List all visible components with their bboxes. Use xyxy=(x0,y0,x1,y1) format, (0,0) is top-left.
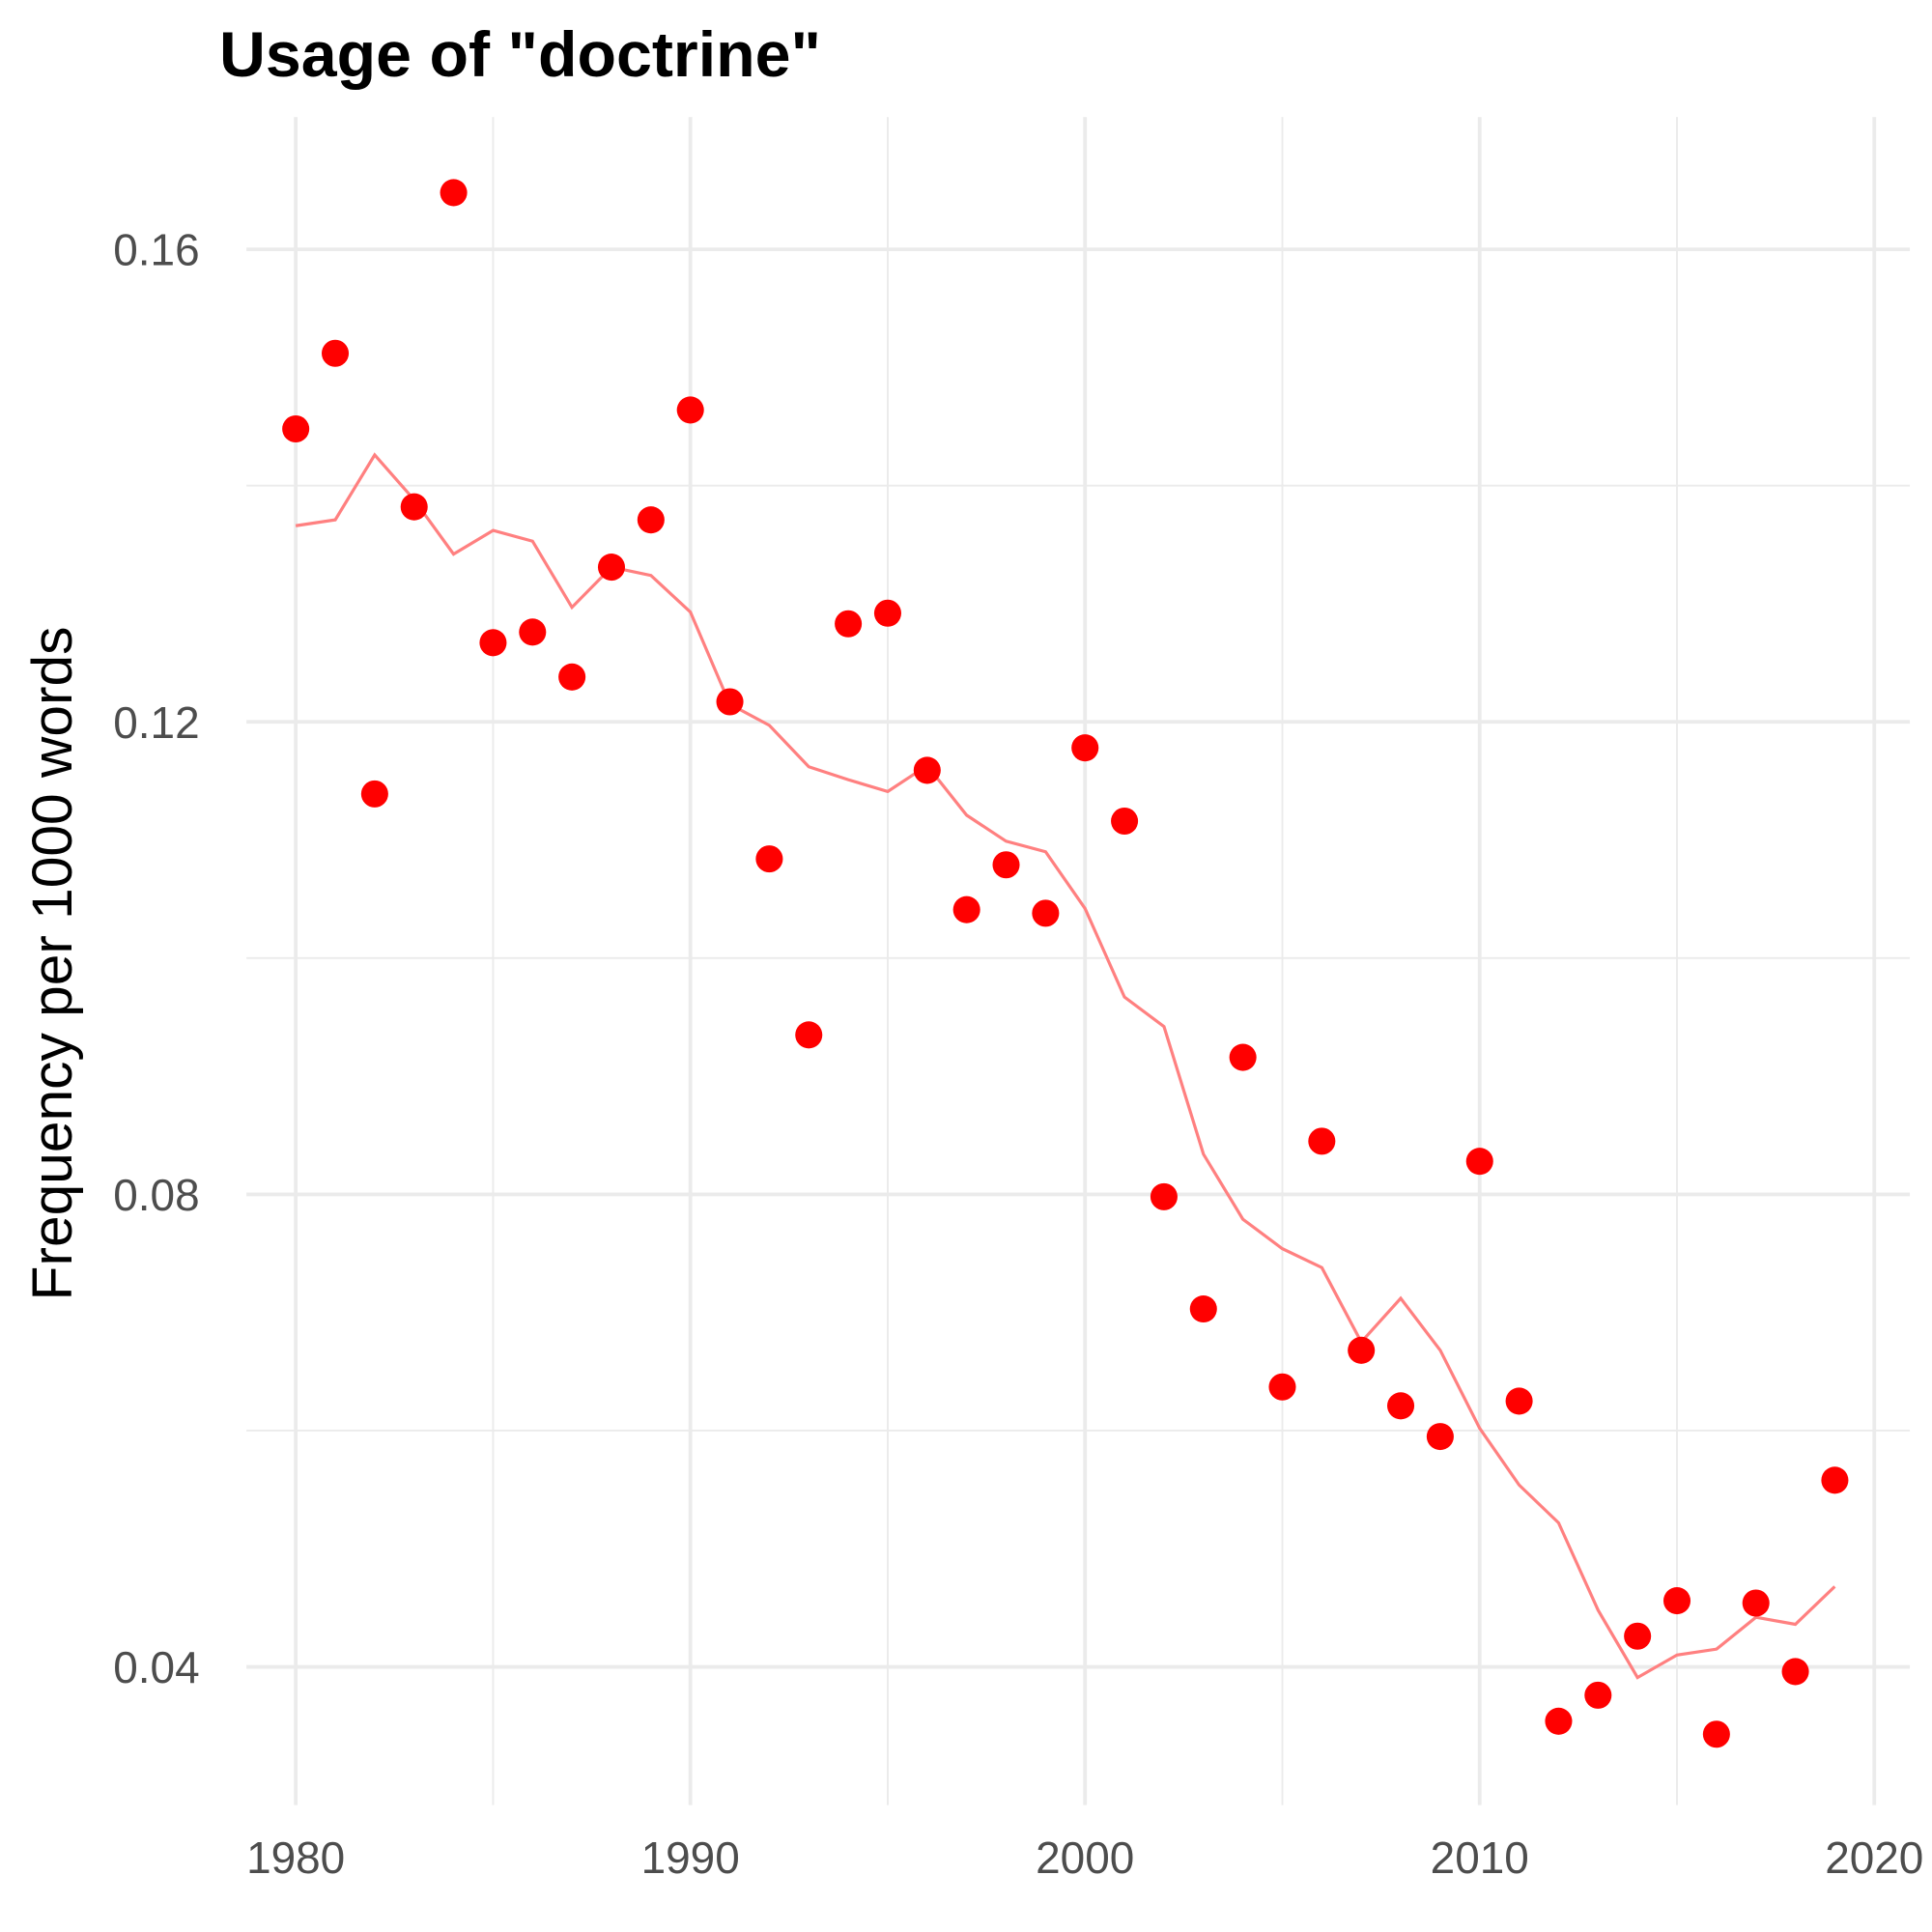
data-point-1993 xyxy=(795,1021,823,1049)
x-tick-label: 2010 xyxy=(1431,1833,1529,1883)
data-point-1992 xyxy=(755,845,783,873)
y-axis-label: Frequency per 1000 words xyxy=(21,627,84,1301)
data-point-2000 xyxy=(1071,734,1099,762)
data-point-2014 xyxy=(1624,1622,1652,1650)
grid xyxy=(246,117,1911,1805)
data-point-2008 xyxy=(1387,1392,1415,1420)
data-point-2002 xyxy=(1150,1182,1178,1210)
data-point-2006 xyxy=(1308,1127,1336,1155)
y-tick-label: 0.12 xyxy=(113,697,199,748)
data-point-1997 xyxy=(952,895,980,923)
data-point-1986 xyxy=(519,618,547,646)
data-point-1982 xyxy=(360,780,388,808)
data-point-2016 xyxy=(1702,1720,1730,1748)
data-point-2013 xyxy=(1584,1681,1612,1709)
data-point-1980 xyxy=(282,414,310,443)
data-point-2007 xyxy=(1348,1336,1376,1364)
data-point-1987 xyxy=(558,663,586,691)
x-tick-label: 1980 xyxy=(246,1833,345,1883)
data-point-2017 xyxy=(1742,1589,1770,1617)
data-point-2019 xyxy=(1821,1466,1849,1494)
axis-ticks: 0.04 0.08 0.12 0.16 1980 1990 2000 2010 2020 xyxy=(113,225,1923,1883)
x-tick-label: 2020 xyxy=(1825,1833,1923,1883)
data-point-2011 xyxy=(1505,1387,1533,1415)
smoothed-trend-line xyxy=(295,452,1836,1680)
plot-marks xyxy=(282,179,1849,1748)
x-tick-label: 1990 xyxy=(641,1833,740,1883)
data-point-1991 xyxy=(716,688,744,716)
data-point-1984 xyxy=(440,179,468,207)
data-point-1990 xyxy=(676,396,704,424)
x-tick-label: 2000 xyxy=(1036,1833,1134,1883)
data-point-1996 xyxy=(913,756,941,784)
data-point-1998 xyxy=(992,851,1020,879)
data-point-2012 xyxy=(1545,1707,1573,1735)
data-point-2015 xyxy=(1662,1587,1691,1615)
data-point-2003 xyxy=(1189,1294,1217,1323)
data-point-1983 xyxy=(400,493,428,521)
data-point-1985 xyxy=(479,629,507,657)
data-point-1994 xyxy=(835,610,863,638)
data-point-1995 xyxy=(873,599,901,627)
chart-title: Usage of "doctrine" xyxy=(219,19,821,91)
data-point-2001 xyxy=(1111,807,1139,836)
y-tick-label: 0.16 xyxy=(113,225,199,275)
data-point-1988 xyxy=(597,554,626,582)
data-point-1989 xyxy=(637,506,665,534)
y-tick-label: 0.04 xyxy=(113,1642,199,1692)
data-point-2018 xyxy=(1781,1658,1809,1686)
data-point-2010 xyxy=(1465,1148,1493,1176)
data-point-2005 xyxy=(1268,1373,1296,1401)
y-tick-label: 0.08 xyxy=(113,1170,199,1220)
data-point-1981 xyxy=(321,339,350,367)
data-point-2004 xyxy=(1229,1043,1257,1071)
data-point-2009 xyxy=(1426,1423,1454,1451)
data-point-1999 xyxy=(1032,899,1060,927)
